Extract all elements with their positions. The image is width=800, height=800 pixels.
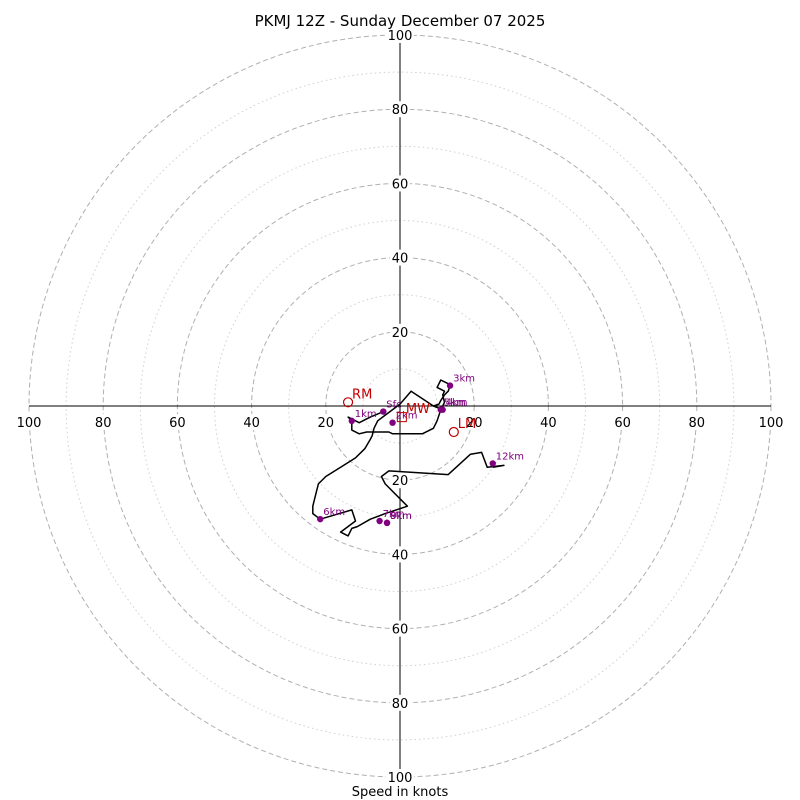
height-marker-6km [317, 515, 324, 523]
tick-label-west-20-bg [315, 414, 336, 430]
tick-label-east-100: 100 [759, 416, 784, 431]
tick-label-west-40: 40 [243, 416, 260, 431]
height-marker-7km [376, 517, 383, 525]
tick-label-south-80: 80 [392, 697, 409, 712]
storm-motion-markers: RM LM MW [342, 387, 476, 438]
tick-label-east-100-bg [757, 414, 785, 430]
chart-title: PKMJ 12Z - Sunday December 07 2025 [255, 12, 546, 30]
height-label-Sfc: Sfc [386, 400, 401, 411]
height-label-5km: 5km [444, 398, 466, 409]
tick-label-west-60-bg [167, 414, 188, 430]
tick-label-east-80-bg [686, 414, 707, 430]
tick-label-south-20: 20 [392, 474, 409, 489]
hodograph-trace [312, 379, 505, 537]
tick-label-west-100: 100 [17, 416, 42, 431]
tick-label-south-100-bg [386, 769, 414, 785]
tick-label-east-40: 40 [540, 416, 557, 431]
tick-label-east-60-bg [612, 414, 633, 430]
height-marker-2km [389, 419, 396, 426]
height-label-6km: 6km [323, 507, 345, 518]
tick-label-north-40: 40 [392, 252, 409, 267]
height-marker-5km [437, 406, 445, 413]
height-label-4km: 4km [446, 398, 468, 409]
tick-label-north-80: 80 [392, 103, 409, 118]
tick-label-north-60-bg [390, 175, 410, 192]
tick-label-north-20-bg [390, 323, 410, 340]
tick-label-west-40-bg [241, 414, 262, 430]
tick-label-north-80-bg [390, 101, 410, 118]
motion-marker-MW [396, 412, 407, 423]
tick-label-north-100-bg [386, 27, 414, 43]
tick-label-west-60: 60 [169, 416, 186, 431]
tick-label-south-60-bg [390, 620, 410, 637]
height-label-8km: 8km [390, 511, 412, 522]
tick-label-west-80-bg [93, 414, 114, 430]
tick-label-south-60: 60 [392, 623, 409, 638]
tick-label-west-80: 80 [95, 416, 112, 431]
tick-label-south-80-bg [390, 694, 410, 711]
motion-label-MW: MW [406, 402, 430, 417]
tick-label-east-80: 80 [689, 416, 706, 431]
motion-label-RM: RM [352, 387, 372, 402]
tick-label-south-20-bg [390, 472, 410, 489]
height-marker-Sfc [380, 408, 387, 415]
height-marker-1km [348, 417, 355, 425]
x-axis-label: Speed in knots [352, 785, 449, 800]
tick-label-east-40-bg [538, 414, 559, 430]
height-label-7km: 7km [383, 509, 405, 520]
motion-marker-RM [342, 397, 354, 408]
height-label-3km: 3km [453, 374, 475, 385]
height-marker-12km [489, 460, 496, 467]
tick-label-east-20-bg [464, 414, 485, 430]
tick-label-west-100-bg [15, 414, 43, 430]
tick-labels: 20 20 20 20 40 40 40 40 60 60 60 60 80 80 80 80 100 100 10… [15, 27, 785, 786]
height-label-1km: 1km [355, 409, 377, 420]
tick-label-east-60: 60 [614, 416, 631, 431]
tick-label-south-40: 40 [392, 548, 409, 563]
height-marker-3km [446, 382, 454, 389]
tick-label-south-40-bg [390, 546, 410, 563]
tick-label-west-20: 20 [318, 416, 335, 431]
height-label-9km: 9km [390, 511, 412, 522]
motion-marker-LM [448, 426, 459, 438]
tick-label-north-60: 60 [392, 177, 409, 192]
tick-label-north-100: 100 [388, 29, 413, 44]
tick-label-north-40-bg [390, 249, 410, 266]
motion-label-LM: LM [458, 417, 476, 432]
axes [29, 35, 771, 777]
height-label-12km: 12km [496, 452, 524, 463]
tick-label-south-100: 100 [388, 771, 413, 786]
height-marker-9km [383, 519, 391, 527]
tick-label-north-20: 20 [392, 326, 409, 341]
tick-label-east-20: 20 [466, 416, 483, 431]
